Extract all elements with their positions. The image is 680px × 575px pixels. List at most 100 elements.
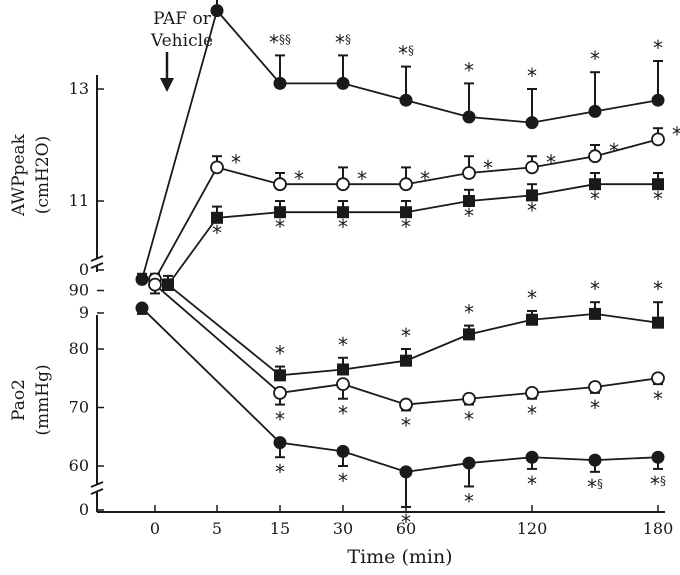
significance-label: * <box>212 221 222 245</box>
data-point <box>211 211 223 224</box>
y-tick-label: 80 <box>69 339 89 358</box>
data-point <box>337 206 349 219</box>
data-point <box>273 177 287 192</box>
x-tick-label: 0 <box>150 519 160 538</box>
significance-star: * <box>294 167 304 191</box>
significance-label: * <box>464 58 474 82</box>
data-point <box>336 377 350 392</box>
top-y-axis-unit: (cmH2O) <box>33 136 53 214</box>
data-point <box>526 313 538 326</box>
x-tick-label: 15 <box>270 519 290 538</box>
top-y-axis-title: AWPpeak <box>9 133 29 217</box>
significance-label: * <box>527 64 537 88</box>
significance-star: * <box>587 475 597 499</box>
data-point <box>135 272 149 286</box>
data-point <box>525 450 539 464</box>
data-point <box>588 104 602 118</box>
significance-star: * <box>401 324 411 348</box>
data-point <box>525 116 539 130</box>
significance-label: * <box>527 286 537 310</box>
data-point <box>651 93 665 107</box>
data-point <box>462 456 476 470</box>
significance-label: * <box>275 215 285 239</box>
data-point <box>400 354 412 367</box>
data-point <box>462 391 476 406</box>
significance-star: * <box>527 286 537 310</box>
significance-label: * <box>401 324 411 348</box>
data-point <box>588 453 602 467</box>
significance-label: *§ <box>398 42 414 66</box>
axis-break-mark <box>90 481 104 495</box>
y-tick-label: 70 <box>69 398 89 417</box>
y-tick-label: 11 <box>69 191 89 210</box>
significance-label: * <box>653 387 663 411</box>
significance-star: * <box>546 150 556 174</box>
significance-label: * <box>275 408 285 432</box>
filled-square-series: * * * * * * * * <box>162 172 664 291</box>
y-tick-label: 13 <box>69 79 89 98</box>
significance-star: * <box>338 333 348 357</box>
data-point <box>462 110 476 124</box>
significance-label: * <box>275 460 285 484</box>
data-point <box>274 206 286 219</box>
significance-star: * <box>527 402 537 426</box>
data-point <box>273 436 287 450</box>
significance-label: * <box>464 489 474 513</box>
significance-label: * <box>527 402 537 426</box>
significance-star: * <box>401 510 411 534</box>
filled-square-series: * * * * * * * <box>162 274 664 382</box>
significance-star: * <box>338 215 348 239</box>
significance-star: * <box>231 150 241 174</box>
significance-label: *§ <box>587 475 603 499</box>
x-axis-title: Time (min) <box>347 546 452 568</box>
top-y-label: AWPpeak <box>9 133 29 217</box>
data-point <box>210 160 224 175</box>
x-tick-label: 180 <box>643 519 674 538</box>
significance-label: * <box>338 402 348 426</box>
significance-label: * <box>231 150 241 174</box>
data-point <box>588 149 602 164</box>
data-point <box>210 4 224 18</box>
awp-peak-panel: 09111315*§§*§§*§*§******************** <box>69 0 680 322</box>
annotation-line-2: Vehicle <box>150 31 213 51</box>
significance-star: * <box>590 396 600 420</box>
significance-label: * <box>653 277 663 301</box>
significance-star: * <box>338 402 348 426</box>
data-point <box>526 189 538 202</box>
data-point <box>462 166 476 180</box>
significance-label: *§§ <box>269 30 291 54</box>
significance-label: * <box>590 187 600 211</box>
significance-label: * <box>338 469 348 493</box>
significance-star: * <box>653 387 663 411</box>
filled-circle-series: * **** *§ *§ <box>135 301 666 534</box>
significance-star: * <box>275 215 285 239</box>
x-tick-label: 5 <box>212 519 222 538</box>
top-y-unit: (cmH2O) <box>33 136 53 214</box>
significance-star: * <box>464 301 474 325</box>
significance-label: * <box>527 198 537 222</box>
significance-star: * <box>401 413 411 437</box>
significance-star: * <box>275 460 285 484</box>
significance-label: * <box>590 277 600 301</box>
significance-label: * <box>464 408 474 432</box>
data-point <box>336 444 350 458</box>
data-point <box>525 385 539 400</box>
significance-star: * <box>338 469 348 493</box>
significance-suffix: § <box>597 477 603 491</box>
significance-star: * <box>464 408 474 432</box>
bottom-y-axis-unit: (mmHg) <box>33 364 53 435</box>
data-point <box>463 195 475 207</box>
significance-label: * <box>546 150 556 174</box>
significance-label: * <box>483 156 493 180</box>
data-point <box>651 132 665 147</box>
significance-star: * <box>527 198 537 222</box>
data-point <box>588 380 602 394</box>
significance-star: * <box>212 221 222 245</box>
significance-label: * <box>590 396 600 420</box>
significance-label: * <box>420 167 430 191</box>
significance-label: * <box>653 36 663 60</box>
y-tick-label: 0 <box>79 500 89 519</box>
down-arrow-icon <box>160 52 174 92</box>
significance-star: * <box>653 277 663 301</box>
